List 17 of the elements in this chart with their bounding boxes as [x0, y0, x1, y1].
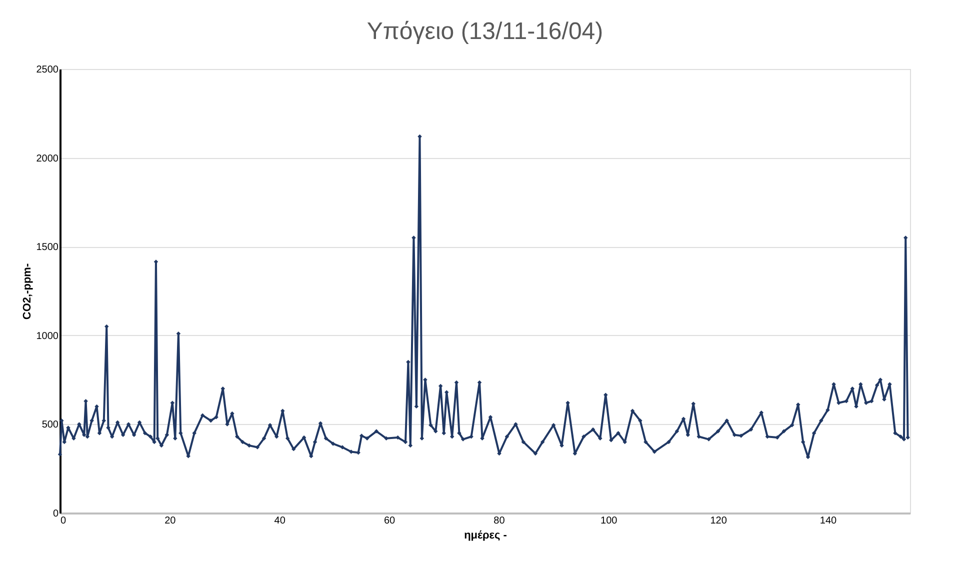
- chart-title: Υπόγειο (13/11-16/04): [366, 18, 604, 45]
- y-tick-label: 0: [52, 508, 59, 520]
- y-tick-label: 1500: [36, 242, 59, 254]
- y-axis-title: CO2,-ppm-: [21, 263, 34, 320]
- x-tick-label: 80: [494, 516, 506, 526]
- x-tick-label: 20: [164, 516, 176, 526]
- y-tick-label: 2000: [36, 153, 59, 164]
- x-tick-label: 120: [710, 516, 728, 526]
- y-tick-label: 500: [42, 420, 59, 431]
- x-axis-title: ημέρες -: [464, 530, 508, 542]
- x-tick-label: 140: [820, 516, 838, 526]
- x-tick-label: 0: [60, 516, 66, 526]
- x-tick-label: 60: [384, 516, 396, 526]
- x-tick-label: 40: [274, 516, 286, 526]
- y-tick-label: 1000: [36, 330, 59, 342]
- y-tick-label: 2500: [36, 64, 59, 76]
- x-tick-label: 100: [600, 516, 618, 526]
